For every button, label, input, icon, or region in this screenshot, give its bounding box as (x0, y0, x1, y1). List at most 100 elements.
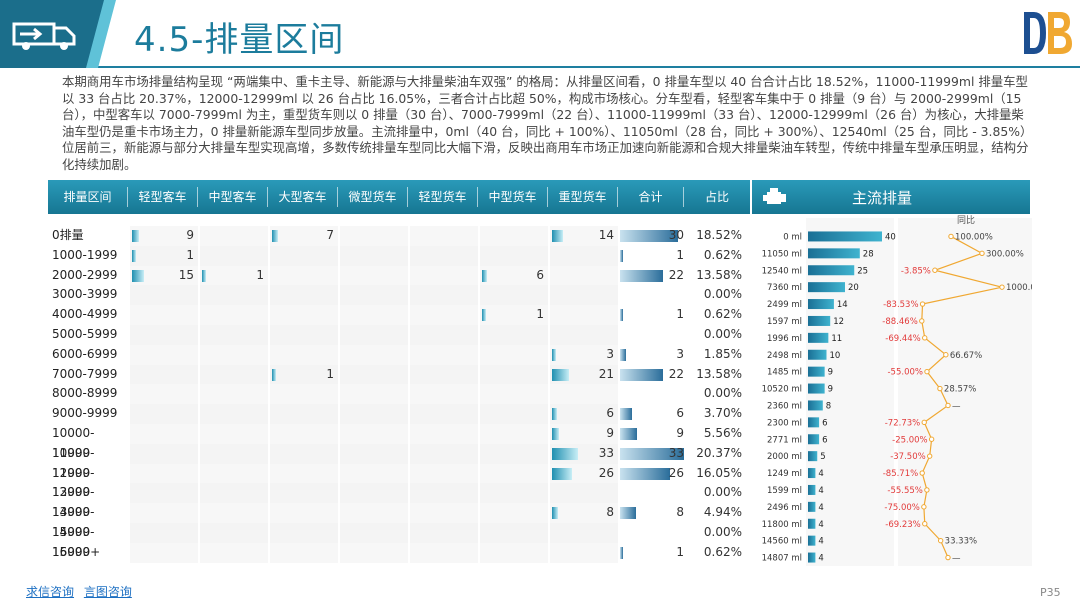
yoy-area-bg (898, 218, 1032, 566)
displacement-value: 4 (818, 503, 823, 513)
total-bar (620, 408, 632, 421)
table-cell: 1 (270, 364, 338, 385)
cell-value: 1 (326, 366, 334, 381)
yoy-label: 33.33% (945, 537, 977, 547)
displacement-value: 9 (828, 385, 833, 395)
footer-link-qiuxin[interactable]: 求信咨询 (26, 585, 75, 599)
table-cell (550, 522, 618, 543)
table-row: 1000-1999 1 1 0.62% (48, 245, 750, 266)
displacement-label: 2499 ml (767, 300, 802, 310)
table-cell (270, 503, 338, 523)
yoy-point (928, 436, 935, 442)
row-label: 8000-8999 (52, 386, 118, 401)
displacement-bar (808, 299, 834, 310)
table-cell (200, 344, 268, 365)
table-cell (200, 423, 268, 444)
yoy-point (926, 453, 933, 459)
table-row: 5000-5999 0.00% (48, 324, 750, 345)
table-cell (270, 522, 338, 543)
cell-bar (552, 348, 556, 361)
yoy-point (999, 284, 1005, 290)
col-header: 大型客车 (268, 187, 338, 207)
displacement-label: 2000 ml (767, 452, 802, 462)
total-bar (620, 230, 679, 242)
total-cell (620, 384, 686, 404)
row-label: 3000-3999 (52, 287, 118, 302)
table-cell (340, 503, 408, 523)
total-value: 30 (668, 228, 684, 242)
total-cell (620, 325, 686, 345)
cell-bar (132, 230, 140, 242)
displacement-bar (808, 265, 855, 276)
table-cell (130, 463, 198, 484)
table-cell (270, 245, 338, 266)
share-value: 0.62% (703, 544, 742, 559)
table-cell (410, 305, 478, 325)
row-label: 15000-15999 (52, 524, 95, 559)
table-row: 10000-10999 9 9 5.56% (48, 423, 750, 460)
yoy-label: -83.53% (883, 300, 918, 310)
table-cell (480, 404, 548, 424)
displacement-value: 28 (863, 249, 874, 259)
total-cell: 22 (620, 365, 686, 385)
cell-bar (552, 467, 573, 480)
yoy-label: -72.73% (885, 418, 920, 428)
table-cell (340, 463, 408, 484)
cell-bar (482, 269, 487, 282)
header-bar (0, 0, 1080, 68)
table-cell (480, 522, 548, 543)
displacement-bar (808, 451, 818, 462)
total-value: 1 (676, 544, 684, 559)
row-label: 0排量 (52, 228, 84, 242)
table-row: 4000-4999 1 1 0.62% (48, 305, 750, 325)
table-cell (410, 542, 478, 563)
row-label: 16000+ (52, 544, 101, 559)
table-cell (550, 384, 618, 405)
displacement-label: 2360 ml (767, 401, 802, 411)
displacement-label: 2498 ml (767, 351, 802, 361)
cell-value: 1 (186, 247, 194, 262)
displacement-value: 10 (830, 351, 841, 361)
table-cell (480, 483, 548, 504)
share-value: 0.62% (703, 247, 742, 262)
table-cell (410, 463, 478, 484)
table-cell (270, 344, 338, 365)
col-header: 中型货车 (478, 187, 548, 207)
table-cell (480, 285, 548, 306)
truck-icon (12, 22, 76, 50)
total-cell: 26 (620, 464, 686, 484)
share-value: 0.00% (703, 524, 742, 539)
table-cell (480, 245, 548, 266)
yoy-label: — (952, 554, 961, 564)
yoy-label: 28.57% (944, 385, 976, 395)
displacement-value: 4 (818, 469, 823, 479)
total-bar (620, 507, 636, 520)
table-cell (340, 423, 408, 444)
yoy-label: -69.23% (885, 520, 920, 530)
table-cell (480, 384, 548, 405)
displacement-label: 1485 ml (767, 368, 802, 378)
displacement-label: 1996 ml (767, 334, 802, 344)
displacement-value: 5 (820, 452, 825, 462)
cell-value: 9 (186, 228, 194, 242)
total-bar (620, 427, 638, 440)
table-cell (130, 483, 198, 504)
table-cell: 14 (550, 226, 618, 246)
table-row: 15000-15999 0.00% (48, 522, 750, 559)
table-cell (200, 245, 268, 266)
displacement-label: 12540 ml (762, 266, 802, 276)
cell-value: 6 (606, 406, 614, 421)
displacement-label: 11050 ml (762, 249, 802, 259)
displacement-label: 1599 ml (767, 486, 802, 496)
footer-link-yantu[interactable]: 言图咨询 (83, 585, 132, 599)
displacement-label: 10520 ml (762, 385, 802, 395)
row-label: 13000-13999 (52, 485, 95, 520)
col-header: 占比 (704, 190, 729, 204)
displacement-bar (808, 383, 825, 394)
cell-value: 3 (606, 346, 614, 361)
displacement-bar (808, 434, 820, 445)
table-cell (130, 542, 198, 563)
total-cell: 1 (620, 543, 686, 563)
col-header: 轻型客车 (128, 187, 198, 207)
cell-bar (552, 447, 578, 460)
